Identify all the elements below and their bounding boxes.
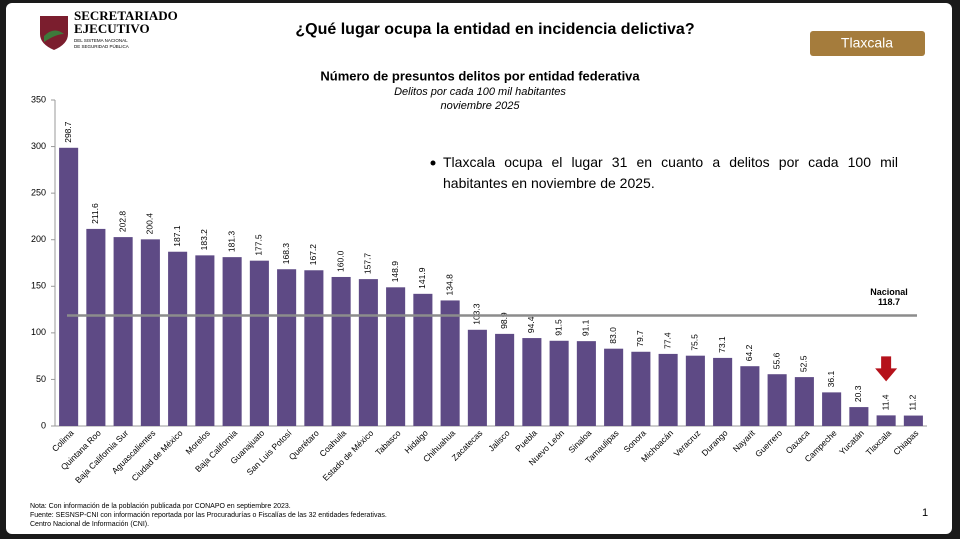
bar [849,407,869,426]
value-label: 98.9 [499,312,509,329]
y-tick-label: 250 [31,188,46,198]
bar [277,269,297,426]
bar [822,392,842,426]
footnote: Nota: Con información de la población pu… [30,503,291,510]
value-label: 202.8 [117,211,127,233]
bar [440,300,460,426]
value-label: 141.9 [417,267,427,289]
value-label: 200.4 [145,213,155,235]
bar [195,255,215,426]
bar [631,351,651,426]
bar [304,270,324,426]
annotation: Tlaxcala ocupa el lugar 31 en cuanto a d… [443,154,898,191]
reference-value: 118.7 [878,297,900,307]
bar [222,257,242,426]
value-label: 11.4 [880,394,890,410]
value-label: 20.3 [853,385,863,402]
badge-text: Tlaxcala [841,35,893,51]
value-label: 83.0 [608,327,618,344]
bar [249,260,269,426]
value-label: 167.2 [308,244,318,266]
bar [740,366,760,426]
footnote: Fuente: SESNSP-CNI con información repor… [30,512,387,519]
annotation-box: Tlaxcala ocupa el lugar 31 en cuanto a d… [443,154,898,191]
highlight-arrow [875,356,898,382]
value-label: 160.0 [335,250,345,272]
value-label: 52.5 [799,355,809,372]
value-label: 134.8 [444,274,454,296]
bar [358,279,378,426]
chart-subtitle: Delitos por cada 100 mil habitantes [394,86,566,98]
bar [331,276,351,426]
bar [767,374,787,426]
value-label: 36.1 [826,371,836,388]
y-tick-label: 200 [31,234,46,244]
bullet [430,160,436,166]
value-label: 168.3 [281,243,291,265]
badge [810,31,925,56]
value-label: 79.7 [635,330,645,347]
chart-title: Número de presuntos delitos por entidad … [320,68,640,83]
bar [685,355,705,426]
y-tick-label: 300 [31,141,46,151]
y-tick-label: 100 [31,327,46,337]
value-label: 64.2 [744,344,754,361]
value-label: 91.5 [553,319,563,336]
org: EJECUTIVO [74,21,150,36]
value-label: 73.1 [717,336,727,353]
value-label: 177.5 [254,234,264,256]
bar [549,340,569,426]
value-label: 298.7 [63,121,73,143]
value-label: 91.1 [581,319,591,336]
value-label: 55.6 [771,352,781,369]
bar [576,341,596,426]
value-label: 181.3 [226,231,236,253]
bar [495,333,515,426]
value-label: 75.5 [690,334,700,351]
bar [168,251,188,426]
bar [86,228,106,426]
bar [386,287,406,426]
chart-period: noviembre 2025 [441,100,521,112]
bar [903,415,923,426]
y-tick-label: 350 [31,94,46,104]
bar [713,357,733,426]
value-label: 77.4 [662,332,672,349]
bar [794,377,814,426]
org-sub: DEL SISTEMA NACIONAL [74,38,128,43]
bar [658,353,678,426]
bar [876,415,896,426]
page-number: 1 [922,507,928,519]
bar [59,147,79,426]
slide-title: ¿Qué lugar ocupa la entidad en incidenci… [295,21,694,38]
value-label: 103.3 [472,303,482,325]
reference-label: Nacional [870,287,908,297]
bar [140,239,160,426]
value-label: 94.4 [526,316,536,333]
bar [522,338,542,426]
value-label: 157.7 [363,253,373,275]
org-sub: DE SEGURIDAD PÚBLICA [74,43,129,49]
value-label: 183.2 [199,229,209,251]
bar [604,348,624,426]
y-tick-label: 0 [41,420,46,430]
footnote: Centro Nacional de Información (CNI). [30,521,149,528]
y-tick-label: 50 [36,374,46,384]
bar [467,329,487,426]
value-label: 187.1 [172,225,182,247]
value-label: 11.2 [908,394,918,410]
value-label: 148.9 [390,261,400,283]
logo: SECRETARIADO EJECUTIVO DEL SISTEMA NACIO… [40,8,178,50]
y-tick-label: 150 [31,281,46,291]
value-label: 211.6 [90,203,100,224]
bar [413,293,433,426]
org: SECRETARIADO [74,8,178,23]
bar [113,237,133,426]
